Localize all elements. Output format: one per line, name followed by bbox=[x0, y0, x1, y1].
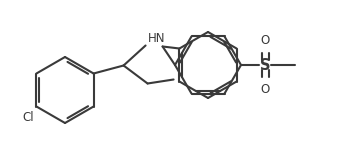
Text: HN: HN bbox=[148, 32, 165, 44]
Text: O: O bbox=[260, 34, 269, 47]
Text: O: O bbox=[260, 83, 269, 96]
Text: Cl: Cl bbox=[23, 111, 35, 124]
Text: S: S bbox=[260, 57, 270, 72]
